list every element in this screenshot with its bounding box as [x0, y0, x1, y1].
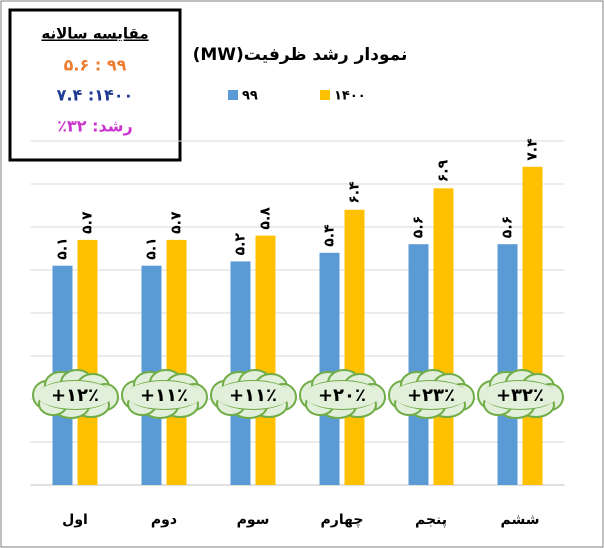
legend-label: ۹۹ [242, 89, 258, 104]
value-label: ۵.۷ [169, 211, 185, 234]
value-label: ۵.۷ [80, 211, 96, 234]
bar [409, 244, 429, 485]
growth-label: +۱۱٪ [140, 385, 188, 406]
summary-line: رشد: ۳۲٪ [57, 117, 132, 136]
chart: نمودار رشد ظرفیت(MW) مقایسه سالانه ۹۹ : … [0, 0, 604, 548]
chart-title: نمودار رشد ظرفیت(MW) [193, 45, 408, 65]
bar [167, 240, 187, 485]
bar [78, 240, 98, 485]
summary-title: مقایسه سالانه [41, 25, 148, 43]
value-label: ۵.۱ [55, 237, 71, 259]
growth-label: +۱۲٪ [51, 385, 99, 406]
growth-label: +۲۳٪ [407, 385, 455, 406]
value-label: ۵.۶ [411, 216, 427, 238]
summary-line: ۹۹ : ۵.۶ [64, 56, 127, 75]
value-label: ۵.۸ [258, 207, 274, 230]
growth-label: +۱۱٪ [229, 385, 277, 406]
value-label: ۶.۹ [436, 159, 452, 182]
bar [434, 188, 454, 485]
growth-label: +۲۰٪ [318, 385, 366, 406]
x-tick-label: دوم [151, 512, 177, 528]
summary-line: ۱۴۰۰: ۷.۴ [57, 86, 134, 105]
value-label: ۷.۴ [525, 138, 541, 161]
x-tick-label: چهارم [321, 512, 364, 528]
value-label: ۵.۱ [144, 237, 160, 259]
x-tick-label: پنجم [415, 512, 447, 528]
bar [320, 253, 340, 485]
growth-label: +۳۲٪ [496, 385, 544, 406]
x-tick-label: ششم [501, 512, 540, 528]
legend-swatch [320, 90, 330, 100]
value-label: ۵.۲ [233, 233, 249, 256]
legend-label: ۱۴۰۰ [334, 89, 366, 104]
value-label: ۵.۶ [500, 216, 516, 238]
bar [256, 236, 276, 485]
bar [523, 167, 543, 485]
value-label: ۵.۴ [322, 224, 338, 247]
bar [498, 244, 518, 485]
bar [345, 210, 365, 485]
value-label: ۶.۴ [347, 181, 363, 204]
x-tick-label: سوم [237, 512, 270, 528]
x-tick-label: اول [62, 512, 88, 528]
legend-swatch [228, 90, 238, 100]
